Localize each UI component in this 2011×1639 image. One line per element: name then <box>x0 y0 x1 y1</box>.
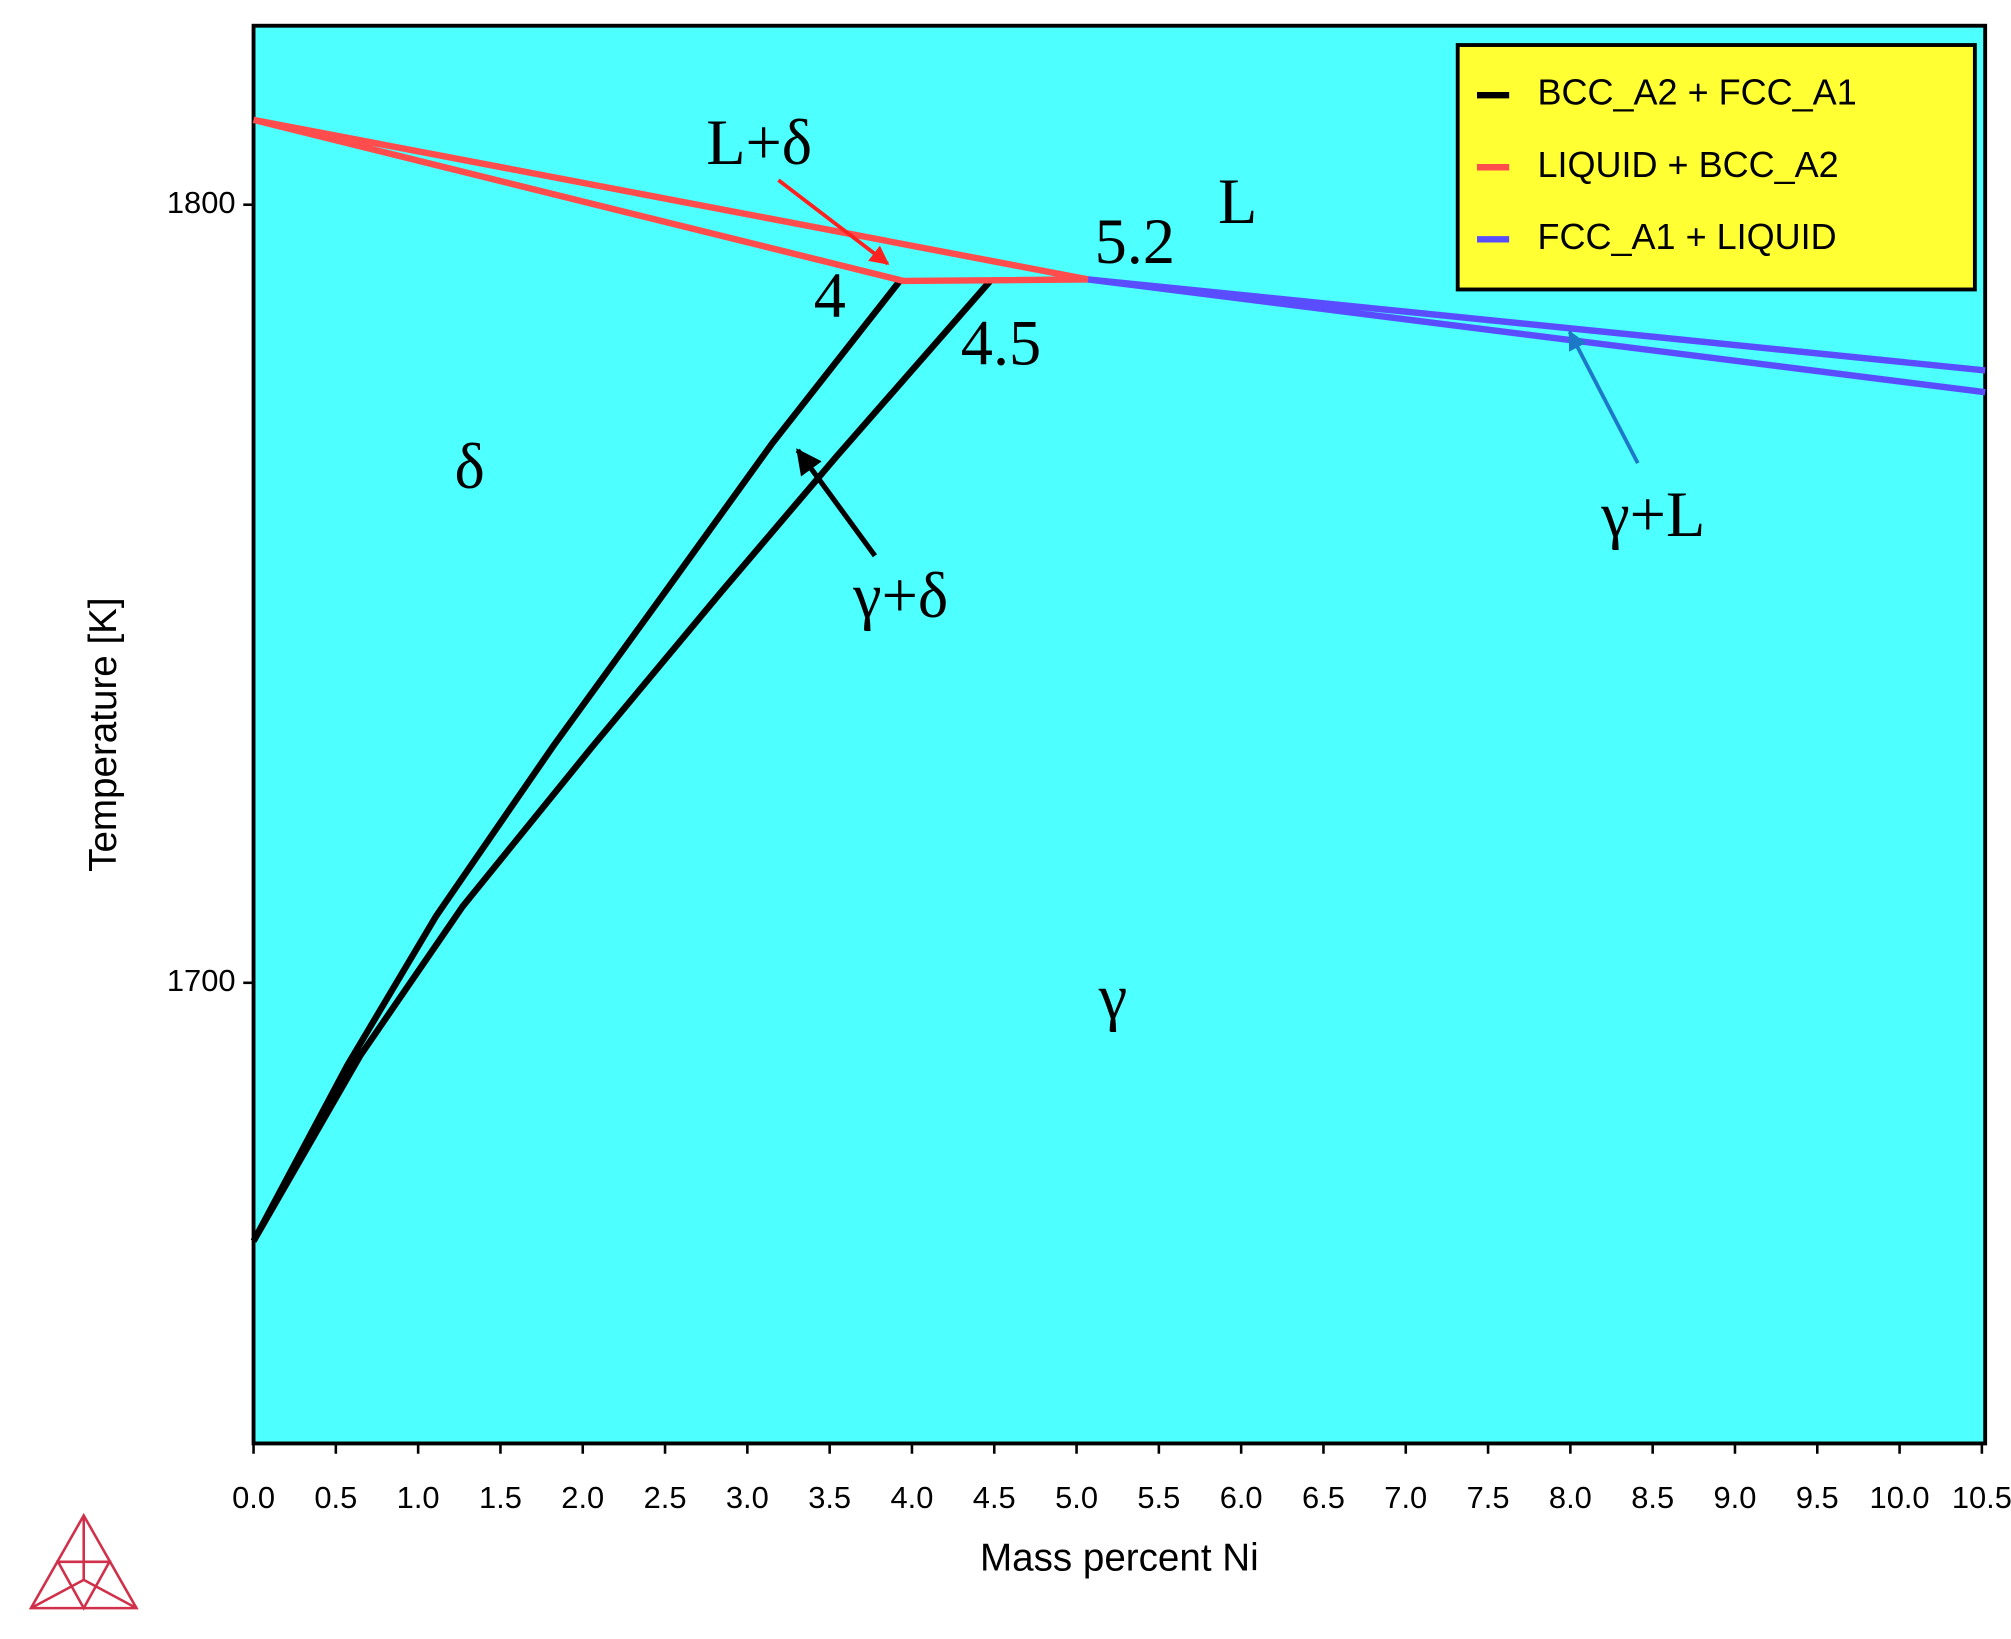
x-tick-label: 1.5 <box>479 1480 522 1515</box>
x-axis-label: Mass percent Ni <box>980 1537 1259 1580</box>
annotation: 4 <box>814 260 846 331</box>
logo <box>28 1512 139 1611</box>
annotation: L+δ <box>706 107 812 178</box>
x-tick-label: 1.0 <box>397 1480 440 1515</box>
annotation: γ+δ <box>852 560 948 631</box>
x-tick-label: 3.0 <box>726 1480 769 1515</box>
x-tick-label: 9.5 <box>1796 1480 1839 1515</box>
legend-label: BCC_A2 + FCC_A1 <box>1537 72 1856 113</box>
legend-label: LIQUID + BCC_A2 <box>1537 144 1838 185</box>
x-tick-label: 8.5 <box>1631 1480 1674 1515</box>
lines <box>250 116 1986 1243</box>
annotation: L <box>1218 166 1257 237</box>
x-tick-label: 0.0 <box>232 1480 275 1515</box>
x-tick-label: 10.5 <box>1952 1480 2011 1515</box>
x-tick-label: 3.5 <box>808 1480 851 1515</box>
phase-boundary <box>1087 276 1986 396</box>
x-tick-label: 0.5 <box>314 1480 357 1515</box>
annotation: γ <box>1098 961 1127 1032</box>
annotation: 5.2 <box>1095 206 1175 277</box>
x-tick-label: 4.0 <box>891 1480 934 1515</box>
arrow <box>795 448 877 558</box>
x-tick-label: 6.5 <box>1302 1480 1345 1515</box>
annotation: δ <box>455 431 485 502</box>
x-tick-label: 7.0 <box>1384 1480 1427 1515</box>
x-tick-label: 4.5 <box>973 1480 1016 1515</box>
legend-box <box>1455 43 1977 292</box>
legend-label: FCC_A1 + LIQUID <box>1537 216 1836 257</box>
x-tick-label: 8.0 <box>1549 1480 1592 1515</box>
x-tick-label: 6.0 <box>1220 1480 1263 1515</box>
annotation: γ+L <box>1600 479 1705 550</box>
x-tick-label: 10.0 <box>1870 1480 1930 1515</box>
x-tick-label: 5.0 <box>1055 1480 1098 1515</box>
annotation: 4.5 <box>961 308 1041 379</box>
y-axis-label: Temperature [K] <box>82 597 125 871</box>
y-tick-label: 1800 <box>167 185 236 220</box>
x-tick-label: 2.5 <box>644 1480 687 1515</box>
arrow <box>1567 330 1640 465</box>
phase-boundary <box>252 116 1089 285</box>
x-tick-label: 2.0 <box>561 1480 604 1515</box>
x-tick-label: 9.0 <box>1714 1480 1757 1515</box>
x-tick-label: 7.5 <box>1467 1480 1510 1515</box>
arrow <box>777 178 890 266</box>
y-tick-label: 1700 <box>167 963 236 998</box>
x-tick-label: 5.5 <box>1137 1480 1180 1515</box>
phase-boundary <box>250 278 994 1243</box>
